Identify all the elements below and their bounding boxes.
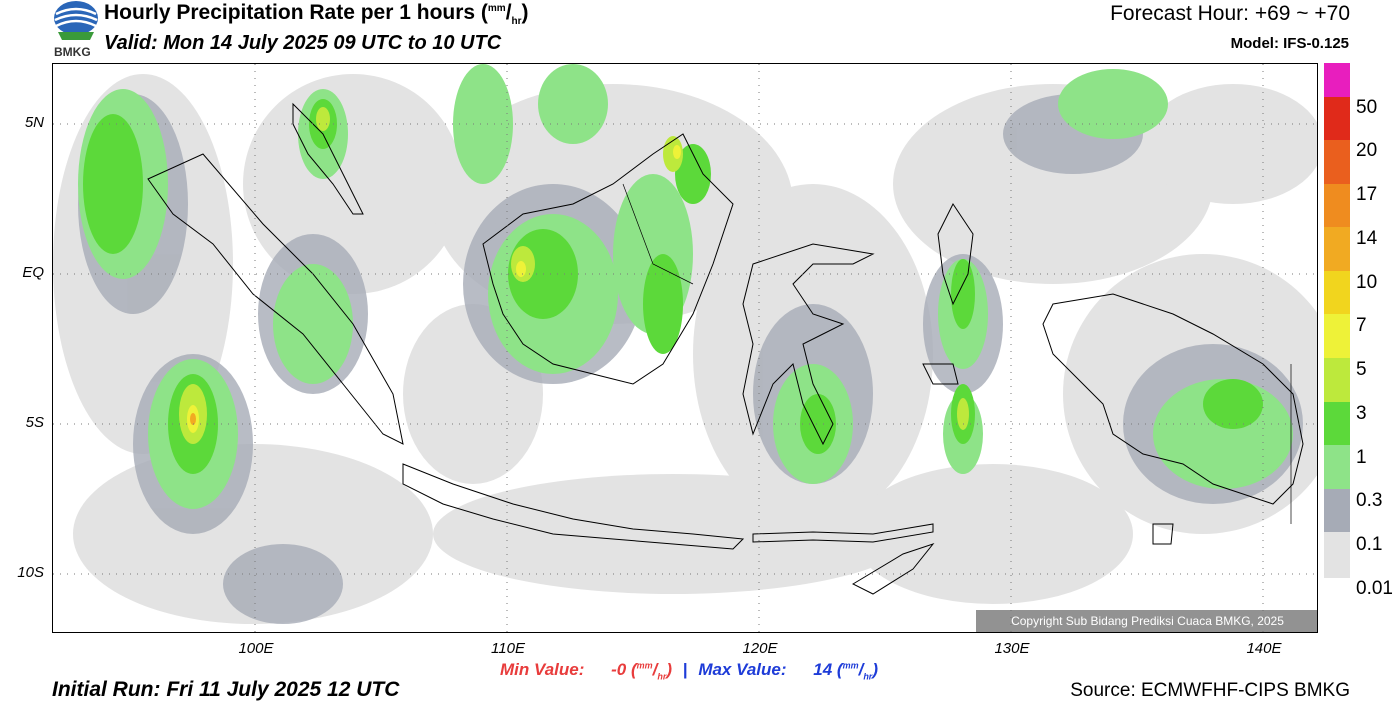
legend-swatch-0.3 <box>1324 445 1350 489</box>
copyright-banner: Copyright Sub Bidang Prediksi Cuaca BMKG… <box>976 610 1317 632</box>
legend-label: 0.01 <box>1356 578 1393 599</box>
lat-label-5n: 5N <box>24 114 44 131</box>
legend-swatch-50 <box>1324 63 1350 97</box>
lat-label-10s: 10S <box>17 564 44 581</box>
legend-label: 5 <box>1356 359 1367 380</box>
precipitation-map: Copyright Sub Bidang Prediksi Cuaca BMKG… <box>52 63 1318 633</box>
legend-label: 0.3 <box>1356 490 1383 511</box>
logo-text: BMKG <box>54 45 91 59</box>
coastlines <box>147 102 1304 595</box>
bmkg-logo-icon <box>54 1 98 40</box>
chart-title: Hourly Precipitation Rate per 1 hours (m… <box>104 1 529 28</box>
legend-label: 0.1 <box>1356 534 1383 555</box>
max-value: 14 <box>813 660 833 679</box>
legend-swatch-1 <box>1324 402 1350 445</box>
lat-label-eq: EQ <box>22 264 44 281</box>
legend-swatch-14 <box>1324 184 1350 227</box>
legend-colorbar <box>1324 63 1350 578</box>
legend-label: 20 <box>1356 140 1378 161</box>
legend-swatch-20 <box>1324 97 1350 140</box>
data-source: Source: ECMWFHF-CIPS BMKG <box>1070 680 1350 701</box>
lon-label-140e: 140E <box>1246 640 1282 657</box>
legend-label: 17 <box>1356 184 1378 205</box>
legend-swatch-17 <box>1324 140 1350 184</box>
valid-time: Valid: Mon 14 July 2025 09 UTC to 10 UTC <box>104 32 502 54</box>
legend-label: 7 <box>1356 315 1367 336</box>
legend-label: 1 <box>1356 447 1367 468</box>
forecast-hour: Forecast Hour: +69 ~ +70 <box>1110 2 1350 25</box>
legend-label: 50 <box>1356 97 1378 118</box>
precip-10-areas <box>190 413 196 425</box>
min-value: -0 <box>611 660 627 679</box>
borders <box>622 183 1292 524</box>
legend-label: 14 <box>1356 228 1378 249</box>
min-value-label: Min Value: <box>500 660 585 679</box>
legend-label: 3 <box>1356 403 1367 424</box>
min-max-separator: | <box>682 660 688 679</box>
lon-label-110e: 110E <box>491 640 525 657</box>
model-name: Model: IFS-0.125 <box>1230 35 1349 52</box>
legend-label: 10 <box>1356 272 1378 293</box>
legend-swatch-0.01 <box>1324 532 1350 578</box>
lat-lon-grid <box>53 64 1317 632</box>
max-value-label: Max Value: <box>698 660 787 679</box>
lon-label-120e: 120E <box>742 640 778 657</box>
map-canvas <box>53 64 1317 632</box>
legend-swatch-7 <box>1324 271 1350 314</box>
lon-label-130e: 130E <box>994 640 1030 657</box>
lat-label-5s: 5S <box>25 414 44 431</box>
legend-swatch-5 <box>1324 314 1350 358</box>
legend-swatch-0.1 <box>1324 489 1350 532</box>
min-max-values: Min Value: -0 (mm/hr) | Max Value: 14 (m… <box>500 660 878 682</box>
lon-label-100e: 100E <box>238 640 274 657</box>
bmkg-logo: BMKG <box>52 0 100 60</box>
legend-swatch-3 <box>1324 358 1350 402</box>
initial-run: Initial Run: Fri 11 July 2025 12 UTC <box>52 678 400 701</box>
legend-swatch-10 <box>1324 227 1350 271</box>
